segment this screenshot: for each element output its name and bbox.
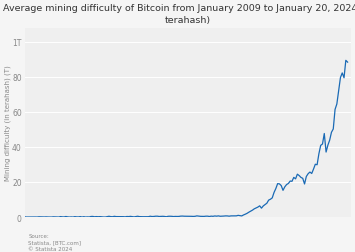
Text: Source:
Statista, [BTC.com]
© Statista 2024: Source: Statista, [BTC.com] © Statista 2…: [28, 233, 81, 251]
Title: Average mining difficulty of Bitcoin from January 2009 to January 20, 2024 (in
t: Average mining difficulty of Bitcoin fro…: [3, 4, 355, 25]
Y-axis label: Mining difficulty (in terahash) (T): Mining difficulty (in terahash) (T): [4, 65, 11, 180]
